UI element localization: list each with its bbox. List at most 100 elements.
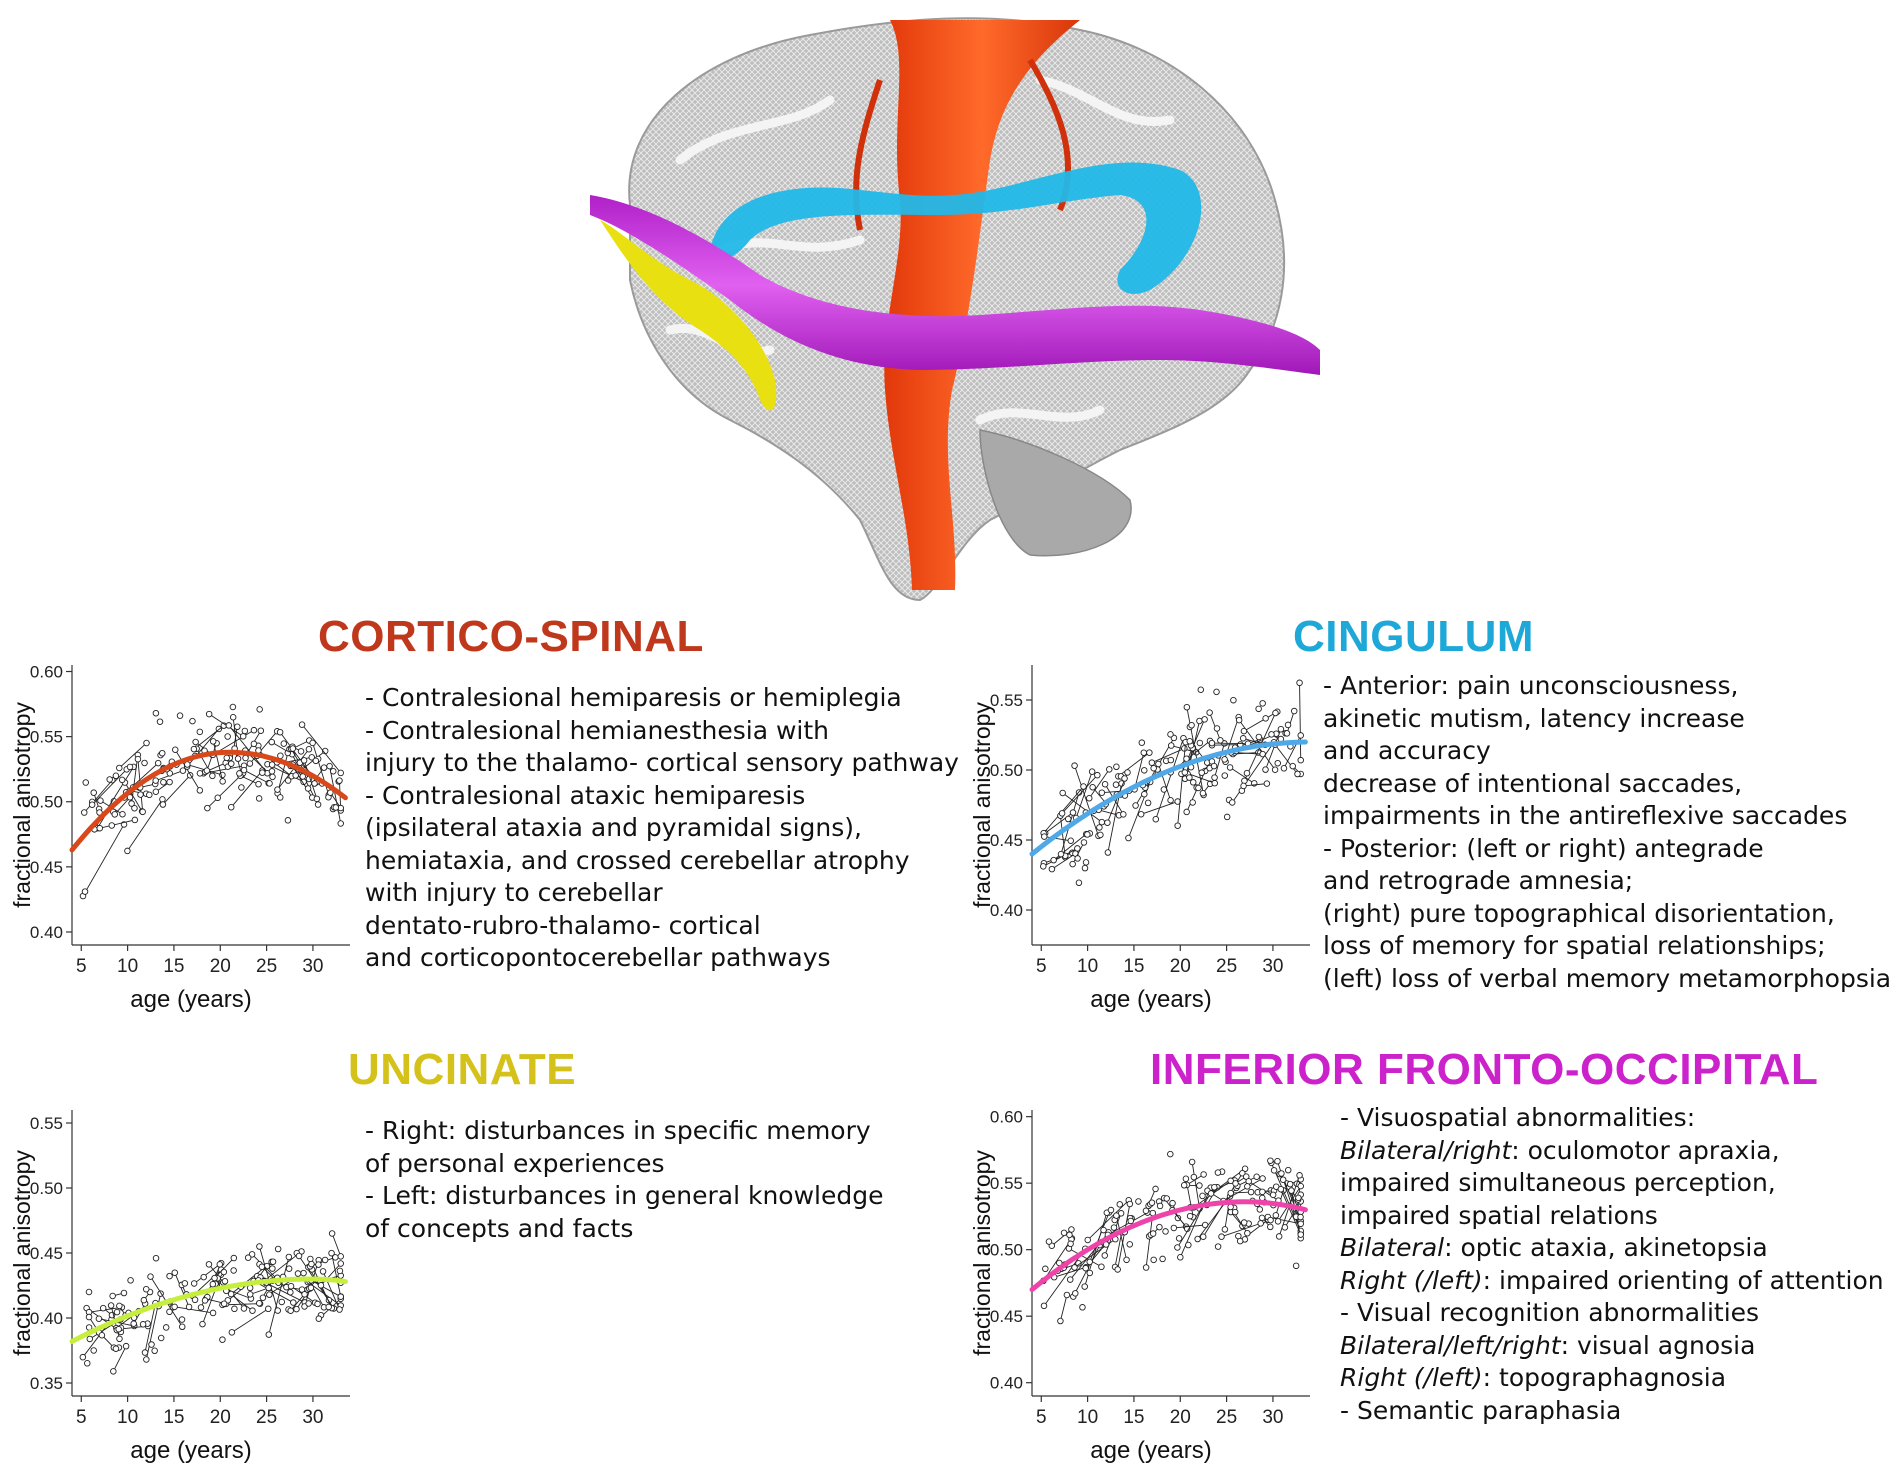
data-point [294, 1270, 302, 1277]
data-point [1223, 813, 1231, 821]
data-point [1079, 1304, 1086, 1311]
data-point [1059, 789, 1066, 797]
y-tick-label: 0.45 [30, 858, 63, 877]
x-tick-label: 25 [256, 956, 277, 977]
data-point [1244, 1229, 1251, 1237]
data-point [112, 1345, 120, 1352]
data-point [290, 1299, 297, 1306]
data-point [97, 797, 104, 804]
data-point [287, 1282, 295, 1290]
data-point [1214, 1243, 1222, 1250]
data-point [278, 1298, 286, 1306]
data-point [259, 769, 266, 776]
x-tick-label: 10 [1077, 956, 1098, 977]
description-line: (ipsilateral ataxia and pyramidal signs)… [365, 812, 959, 845]
data-point [1141, 767, 1148, 774]
data-point [336, 1306, 343, 1313]
data-point [1189, 779, 1197, 786]
fit-curve [69, 1276, 348, 1344]
data-point [1084, 1236, 1091, 1244]
data-point [1211, 1184, 1218, 1191]
data-point [1174, 1214, 1182, 1222]
x-tick-label: 15 [163, 1407, 184, 1428]
data-point [1207, 1190, 1215, 1197]
subject-trajectory [1118, 752, 1150, 777]
subject-trajectory [193, 1264, 221, 1284]
data-point [1175, 1235, 1183, 1242]
subject-trajectory [303, 760, 318, 799]
data-point [246, 760, 254, 767]
y-axis-label: fractional anisotropy [9, 702, 35, 908]
data-point [1214, 1169, 1222, 1176]
subject-trajectory [1243, 711, 1278, 732]
subject-trajectory [1128, 781, 1151, 839]
data-point [329, 767, 337, 775]
data-point [1297, 732, 1304, 739]
data-point [1227, 1177, 1234, 1185]
data-point [139, 1321, 147, 1328]
data-point [1211, 774, 1218, 781]
data-point [1067, 1240, 1074, 1248]
data-point [1084, 831, 1091, 838]
data-point [1221, 772, 1229, 779]
data-point [220, 1300, 228, 1307]
data-point [112, 772, 120, 780]
data-point [249, 1307, 256, 1314]
description-line: hemiataxia, and crossed cerebellar atrop… [365, 845, 959, 878]
y-tick-label: 0.50 [990, 761, 1023, 780]
data-point [1169, 1199, 1176, 1207]
data-point [181, 1280, 189, 1287]
subject-trajectory [1059, 1294, 1068, 1322]
data-point [1148, 1199, 1156, 1206]
data-point [1106, 766, 1113, 773]
description-line: - Contralesional hemianesthesia with [365, 715, 959, 748]
description-text: (right) pure topographical disorientatio… [1323, 898, 1835, 928]
data-point [1221, 756, 1228, 763]
data-point [197, 1304, 205, 1311]
data-point [1195, 784, 1202, 792]
data-point [1232, 1180, 1239, 1187]
data-point [1267, 1216, 1274, 1224]
subject-trajectory [1061, 774, 1098, 814]
data-point [1081, 1283, 1088, 1290]
subject-trajectory [1155, 738, 1184, 820]
y-tick-label: 0.40 [30, 923, 63, 942]
subject-trajectory [1223, 1178, 1263, 1202]
description-line: - Right: disturbances in specific memory [365, 1115, 883, 1148]
data-point [209, 738, 217, 745]
description-line: - Contralesional ataxic hemiparesis [365, 780, 959, 813]
data-point [205, 710, 213, 718]
data-point [1081, 864, 1089, 872]
subject-trajectory [174, 1272, 190, 1308]
subject-trajectory [1117, 1203, 1131, 1270]
subject-trajectory [249, 731, 278, 764]
description-text: - Right: disturbances in specific memory [365, 1116, 871, 1145]
description-text: impairments in the antireflexive saccade… [1323, 801, 1848, 830]
panel-title-cortico-spinal: CORTICO-SPINAL [318, 612, 704, 661]
subject-trajectory [1211, 742, 1249, 745]
data-point [274, 786, 281, 793]
description-cortico-spinal: - Contralesional hemiparesis or hemipleg… [365, 682, 959, 975]
description-uncinate: - Right: disturbances in specific memory… [365, 1115, 883, 1245]
x-tick-label: 20 [1170, 956, 1191, 977]
data-point [256, 706, 263, 713]
data-point [255, 1299, 263, 1307]
data-point [1152, 815, 1160, 823]
x-tick-label: 5 [1036, 956, 1047, 977]
data-point [205, 1261, 213, 1268]
x-tick-label: 10 [117, 1407, 138, 1428]
subject-trajectory [240, 775, 259, 785]
subject-trajectory [331, 1253, 342, 1297]
brain-tractography-illustration [590, 17, 1320, 602]
subject-trajectory [1186, 707, 1205, 796]
description-text: : visual agnosia [1560, 1330, 1756, 1360]
data-point [1067, 837, 1075, 845]
y-axis-label: fractional anisotropy [969, 1150, 995, 1356]
description-text: - Contralesional hemianesthesia with [365, 715, 830, 745]
data-point [1284, 1166, 1292, 1174]
data-point [1297, 756, 1304, 764]
data-point [337, 1253, 344, 1260]
data-point [311, 780, 318, 787]
data-point [1156, 1223, 1163, 1231]
data-point [305, 745, 313, 753]
